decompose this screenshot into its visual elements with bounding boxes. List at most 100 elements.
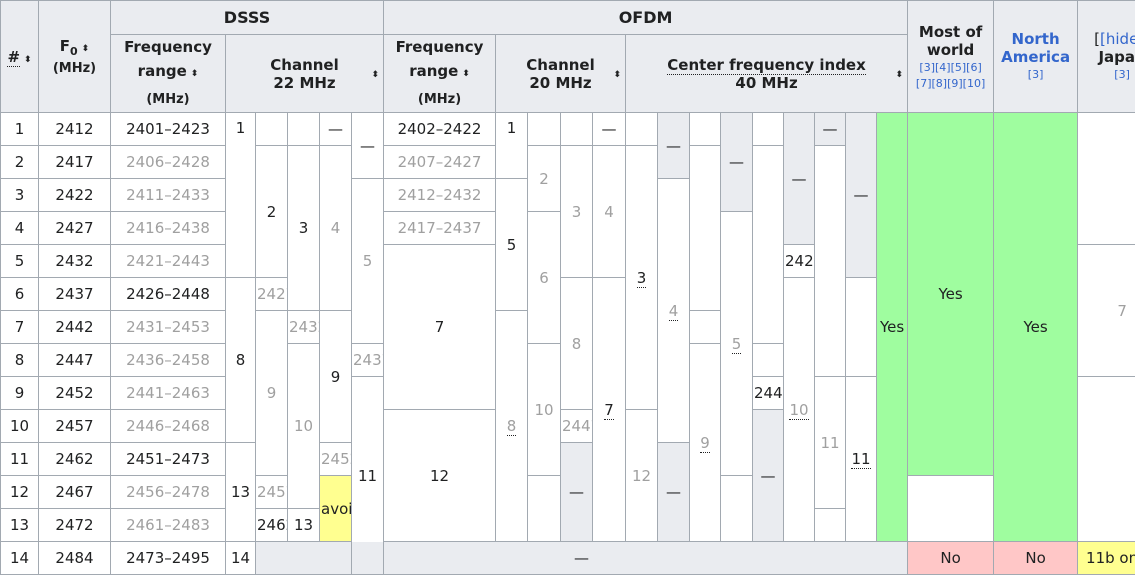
sort-icon[interactable]: ⬍	[24, 54, 32, 65]
table-cell: 2427	[38, 211, 111, 245]
table-cell: 2417	[38, 145, 111, 179]
table-row: 8 2447 2436–2458 10 2437–2457 10 9	[0, 343, 1135, 542]
spacer	[752, 145, 785, 344]
table-row: 6 2437 2426–2448 6 8 2427–2447 8 7 10	[0, 277, 1135, 542]
ofdm-dash: —	[254, 541, 909, 575]
center-idx[interactable]: 11	[845, 376, 878, 542]
dash-cell: —	[657, 112, 691, 179]
table-cell: 2447	[38, 343, 111, 377]
dsss-ch: 14	[225, 541, 256, 575]
ofdm-ch: 3	[560, 145, 594, 278]
table-cell: 2	[0, 145, 39, 179]
header-dsss-frequency-range[interactable]: Frequency range ⬍ (MHz)	[110, 34, 226, 113]
header-dsss-channel[interactable]: Channel 22 MHz ⬍	[224, 34, 385, 113]
dash-cell: —	[560, 442, 594, 542]
table-cell: 2462–2482	[255, 508, 288, 542]
table-cell: 2451–2473	[110, 442, 226, 476]
ofdm-ch: 10	[527, 343, 562, 476]
ofdm-ch: 13	[287, 508, 320, 542]
center-idx[interactable]: 3	[625, 145, 659, 410]
world-refs-link[interactable]: [7][8][9][10]	[915, 76, 986, 90]
table-row: 4 2427 2416–2438 2417–2437 6 5	[0, 211, 1135, 476]
header-ofdm-channel[interactable]: Channel 20 MHz ⬍	[495, 34, 627, 113]
world-yes: Yes	[876, 112, 909, 542]
table-cell: 2436–2458	[110, 343, 226, 377]
center-idx[interactable]: 8	[495, 310, 529, 542]
header-north-america: North America [3]	[993, 0, 1079, 113]
table-row: 7 2442 2431–2453 9 2432–2452 9 8	[0, 310, 1135, 542]
ofdm-ch: 1	[495, 112, 529, 179]
sort-icon[interactable]: ⬍	[190, 69, 199, 79]
spacer	[560, 112, 594, 146]
north-america-ref-link[interactable]: [3]	[1027, 67, 1044, 81]
table-row: 1 2412 2401–2423 1 — — 2402–2422 1 — — —…	[0, 112, 1135, 542]
ofdm-ch: 12	[625, 409, 659, 542]
dsss-ch: 7	[383, 244, 497, 410]
table-cell: 2426–2448	[110, 277, 226, 311]
table-cell: 2441–2463	[110, 376, 226, 410]
dsss-ch: 13	[225, 442, 256, 542]
table-cell: 2457–2477	[255, 475, 288, 509]
center-idx[interactable]: 4	[657, 178, 691, 443]
dash-cell: —	[720, 112, 754, 212]
table-cell: 3	[0, 178, 39, 212]
ofdm-ch: 5	[495, 178, 529, 311]
table-row: 9 2452 2441–2463 11 2442–2462 11 11	[0, 376, 1135, 575]
table-cell: 2411–2433	[110, 178, 226, 212]
table-row: 3 2422 2411–2433 5 2412–2432 5 4	[0, 178, 1135, 443]
header-num[interactable]: # ⬍	[0, 0, 39, 113]
center-idx[interactable]: 5	[720, 211, 754, 476]
header-center-frequency-index[interactable]: Center frequency index 40 MHz ⬍	[625, 34, 909, 113]
table-cell: 2431–2453	[110, 310, 226, 344]
table-row: 13 2472 2461–2483 2462–2482 13	[0, 508, 1135, 542]
table-cell: 2427–2447	[255, 277, 288, 311]
center-idx[interactable]: 7	[592, 277, 627, 542]
table-cell: 13	[0, 508, 39, 542]
table-cell: 4	[0, 211, 39, 245]
table-cell: 12	[0, 475, 39, 509]
spacer	[689, 112, 722, 146]
table-cell: 2406–2428	[110, 145, 226, 179]
sort-icon[interactable]: ⬍	[613, 69, 622, 80]
sort-icon[interactable]: ⬍	[81, 44, 90, 54]
table-cell: 11	[0, 442, 39, 476]
table-cell: 2442–2462	[752, 376, 785, 410]
table-row: 10 2457 2446–2468 12 2447–2467 12 —	[0, 409, 1135, 542]
north-america-link[interactable]: North America	[1001, 29, 1071, 66]
spacer	[752, 112, 785, 146]
sort-icon[interactable]: ⬍	[895, 69, 904, 80]
ofdm-ch: 6	[527, 211, 562, 344]
sort-icon[interactable]: ⬍	[371, 69, 380, 80]
table-cell: 10	[0, 409, 39, 443]
japan-yes: Yes	[993, 112, 1079, 542]
table-cell: 8	[0, 343, 39, 377]
table-cell: 2452	[38, 376, 111, 410]
japan-11b: 11b onlyC	[1077, 541, 1135, 575]
world-refs-link[interactable]: [3][4][5][6]	[919, 60, 982, 74]
north-america-avoided: avoidedB	[319, 475, 352, 542]
dsss-ch: 10	[287, 343, 320, 509]
table-row: 14 2484 2473–2495 14 — No No 11b onlyC	[0, 541, 1135, 575]
dash-cell: —	[783, 112, 816, 245]
ofdm-ch: 4	[592, 145, 627, 278]
sort-icon[interactable]: ⬍	[462, 69, 470, 79]
spacer	[814, 145, 847, 377]
center-idx[interactable]: 9	[689, 343, 722, 542]
header-f0[interactable]: F0 ⬍ (MHz)	[38, 0, 111, 113]
dsss-ch: 9	[255, 310, 288, 476]
table-cell: 14	[0, 541, 39, 575]
center-idx[interactable]: 10	[783, 277, 816, 542]
hide-toggle[interactable]: [[hide]]	[1094, 29, 1135, 48]
dsss-ch: 4	[319, 145, 352, 311]
spacer	[689, 145, 722, 311]
table-cell: 2467	[38, 475, 111, 509]
dash-cell: —	[592, 112, 627, 146]
header-ofdm-frequency-range[interactable]: Frequency range ⬍ (MHz)	[383, 34, 497, 113]
ofdm-ch: 11	[814, 376, 847, 509]
table-cell: 2456–2478	[110, 475, 226, 509]
table-cell: 6	[0, 277, 39, 311]
table-cell: 2442	[38, 310, 111, 344]
cell-f0: 2412	[38, 112, 111, 146]
japan-ref-link[interactable]: [3]	[1114, 67, 1130, 81]
